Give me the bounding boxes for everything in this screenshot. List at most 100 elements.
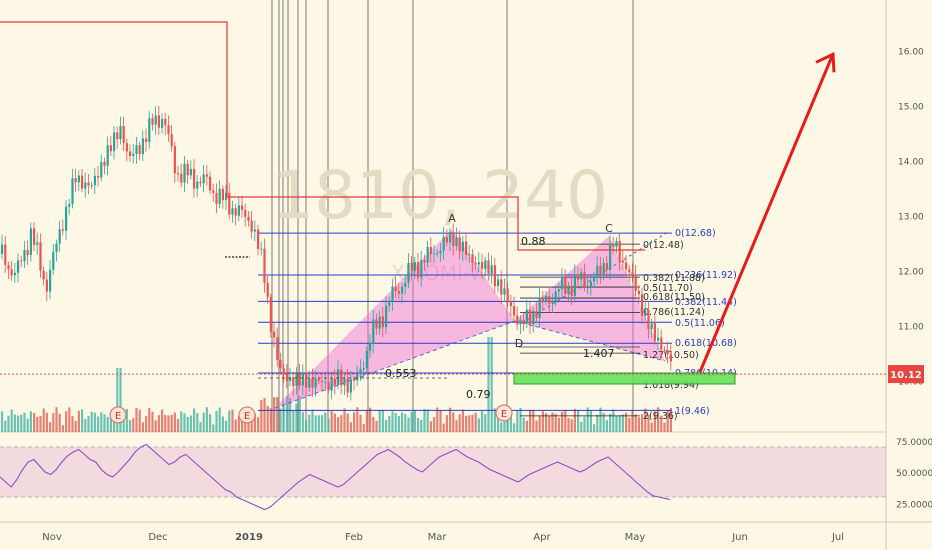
fibonacci-levels: 0(12.68) 0.236(11.92) 0.382(11.44) 0.5(11.0… [258, 228, 737, 422]
volume-bar [4, 420, 7, 432]
volume-bar [305, 420, 308, 432]
candle-body [506, 288, 509, 301]
candle-body [279, 359, 282, 369]
volume-bar [650, 422, 653, 432]
volume-bar [135, 407, 138, 432]
candle-body [170, 134, 173, 147]
volume-bar [26, 418, 29, 432]
candle-body [621, 260, 624, 263]
axes: 16.0015.0014.0013.0012.0011.0010.0010.12… [42, 47, 924, 543]
candle-body [23, 249, 26, 262]
volume-bar [253, 414, 256, 432]
candle-body [532, 311, 535, 325]
volume-bars [1, 337, 672, 432]
candle-body [426, 247, 429, 263]
candle-body [202, 174, 205, 184]
ratio-label: 0.79 [466, 388, 491, 401]
volume-bar [641, 414, 644, 432]
earnings-marker-label: E [501, 409, 507, 420]
time-tick-label: Nov [42, 532, 62, 543]
volume-bar [74, 420, 77, 432]
candle-body [116, 132, 119, 140]
volume-bar [330, 411, 333, 432]
candle-body [36, 242, 39, 245]
candle-body [321, 380, 324, 382]
candle-body [449, 231, 452, 243]
volume-bar [167, 415, 170, 432]
candle-body [522, 319, 525, 324]
volume-bar [554, 413, 557, 432]
volume-bar [221, 416, 224, 432]
volume-bar [52, 413, 55, 432]
volume-bar [455, 420, 458, 432]
candle-body [490, 265, 493, 274]
candle-body [375, 319, 378, 329]
volume-bar [548, 415, 551, 432]
volume-bar [394, 413, 397, 432]
candle-body [228, 192, 231, 215]
candle-body [372, 319, 375, 344]
volume-bar [423, 409, 426, 432]
pattern-diagonal [514, 320, 666, 362]
candle-body [538, 297, 541, 318]
candle-body [391, 286, 394, 302]
volume-bar [471, 414, 474, 432]
volume-bar [567, 417, 570, 432]
candle-body [301, 373, 304, 386]
volume-bar [631, 411, 634, 432]
volume-bar [365, 410, 368, 432]
brand-watermark: XIAOMI-W [391, 261, 489, 285]
volume-bar [154, 420, 157, 432]
time-tick-label: Apr [533, 532, 551, 543]
candle-body [471, 254, 474, 263]
volume-bar [529, 409, 532, 432]
candle-body [346, 378, 349, 393]
candle-body [311, 378, 314, 388]
volume-bar [116, 368, 119, 432]
candle-body [583, 272, 586, 287]
candle-body [87, 182, 90, 186]
volume-bar [404, 414, 407, 432]
volume-bar [333, 413, 336, 432]
candle-body [657, 337, 660, 341]
candle-body [442, 236, 445, 251]
candle-body [138, 145, 141, 155]
volume-bar [311, 409, 314, 432]
time-tick-label: Jul [831, 532, 844, 543]
volume-bar [257, 417, 260, 432]
candle-body [234, 208, 237, 216]
volume-bar [295, 403, 298, 432]
volume-bar [260, 400, 263, 432]
candle-body [551, 302, 554, 304]
volume-bar [663, 422, 666, 432]
candle-body [77, 175, 80, 183]
candle-body [42, 270, 45, 280]
candle-body [365, 350, 368, 369]
volume-bar [666, 409, 669, 432]
candle-body [596, 266, 599, 278]
volume-bar [580, 421, 583, 432]
volume-bar [58, 413, 61, 432]
volume-bar [13, 414, 16, 432]
volume-bar [439, 410, 442, 432]
volume-bar [346, 413, 349, 432]
candle-body [625, 262, 628, 270]
candle-body [122, 126, 125, 144]
volume-bar [535, 420, 538, 432]
volume-bar [49, 422, 52, 432]
candle-body [52, 251, 55, 270]
price-tick-label: 15.00 [898, 102, 924, 112]
candle-body [33, 228, 36, 245]
volume-bar [385, 419, 388, 432]
earnings-marker [109, 406, 127, 424]
candle-body [666, 350, 669, 355]
volume-bar [647, 414, 650, 432]
candle-body [237, 205, 240, 216]
volume-bar [205, 407, 208, 432]
candle-body [58, 229, 61, 244]
volume-bar [452, 412, 455, 432]
candle-body [129, 151, 132, 157]
candle-body [212, 190, 215, 194]
volume-bar [314, 415, 317, 432]
volume-bar [177, 418, 180, 432]
